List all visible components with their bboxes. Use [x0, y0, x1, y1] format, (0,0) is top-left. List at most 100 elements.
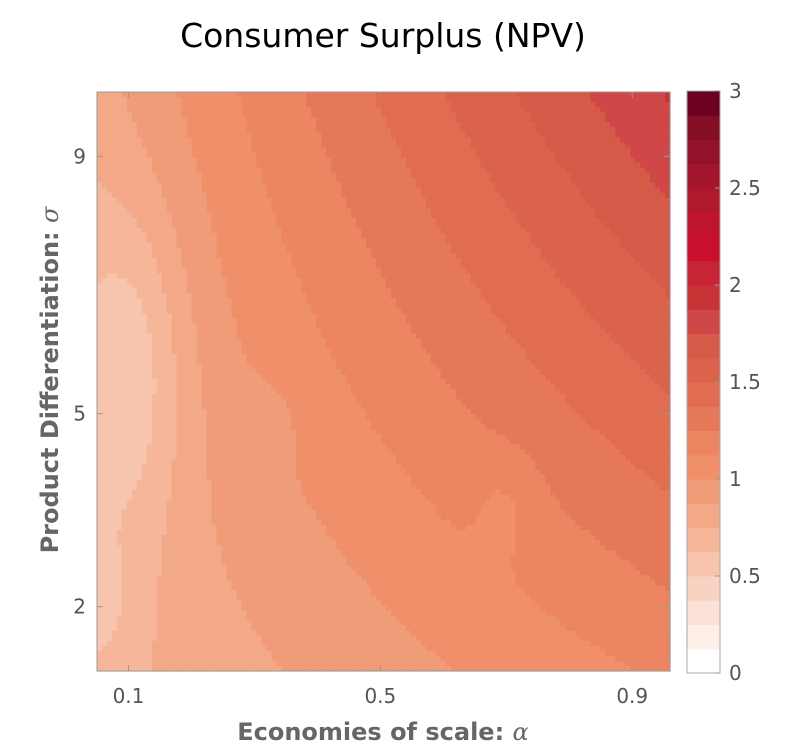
contour-cell: [266, 484, 272, 491]
contour-cell: [216, 494, 223, 501]
contour-cell: [211, 585, 218, 592]
contour-cell: [166, 565, 173, 571]
contour-cell: [161, 373, 168, 380]
contour-cell: [241, 484, 248, 491]
contour-cell: [271, 238, 277, 244]
contour-cell: [97, 378, 103, 385]
contour-cell: [211, 645, 218, 652]
contour-cell: [101, 600, 108, 607]
contour-cell: [236, 504, 243, 511]
contour-cell: [246, 167, 253, 174]
contour-cell: [246, 519, 253, 526]
contour-cell: [121, 112, 128, 118]
contour-cell: [211, 464, 218, 471]
contour-cell: [281, 358, 287, 365]
contour-cell: [97, 560, 103, 566]
contour-cell: [201, 278, 208, 284]
contour-cell: [231, 550, 238, 556]
contour-cell: [216, 524, 223, 531]
contour-cell: [261, 494, 268, 501]
contour-cell: [256, 212, 263, 219]
contour-cell: [266, 232, 272, 239]
contour-cell: [181, 177, 188, 184]
contour-cell: [246, 112, 253, 118]
contour-cell: [141, 177, 148, 184]
contour-cell: [136, 162, 143, 169]
contour-cell: [126, 504, 133, 511]
contour-cell: [301, 404, 307, 410]
contour-cell: [226, 630, 233, 637]
contour-cell: [306, 660, 312, 667]
contour-cell: [171, 414, 178, 420]
contour-cell: [236, 479, 243, 486]
contour-cell: [291, 248, 297, 254]
contour-cell: [206, 122, 213, 128]
contour-cell: [201, 343, 208, 350]
contour-cell: [191, 232, 198, 239]
contour-cell: [176, 293, 183, 300]
contour-cell: [226, 570, 233, 576]
contour-cell: [286, 127, 292, 133]
contour-cell: [161, 132, 168, 138]
contour-cell: [251, 419, 258, 425]
contour-cell: [166, 167, 173, 174]
contour-cell: [106, 509, 113, 516]
contour-cell: [251, 227, 258, 234]
contour-cell: [226, 404, 233, 410]
contour-cell: [206, 429, 213, 435]
contour-cell: [116, 429, 123, 435]
contour-cell: [136, 227, 143, 234]
contour-cell: [141, 207, 148, 214]
contour-cell: [236, 217, 243, 224]
contour-cell: [126, 555, 133, 561]
contour-cell: [271, 273, 277, 279]
contour-cell: [141, 283, 148, 289]
contour-cell: [231, 217, 238, 224]
contour-cell: [201, 404, 208, 410]
contour-cell: [146, 343, 153, 350]
contour-cell: [191, 394, 198, 400]
contour-cell: [256, 499, 263, 506]
contour-cell: [256, 192, 263, 199]
contour-cell: [226, 358, 233, 365]
contour-cell: [106, 363, 113, 370]
contour-cell: [166, 343, 173, 350]
contour-cell: [151, 328, 158, 335]
contour-cell: [181, 464, 188, 471]
contour-cell: [251, 469, 258, 476]
contour-cell: [161, 409, 168, 415]
contour-cell: [241, 137, 248, 143]
contour-cell: [236, 555, 243, 561]
contour-cell: [201, 122, 208, 128]
contour-cell: [181, 570, 188, 576]
contour-cell: [141, 494, 148, 501]
contour-cell: [141, 655, 148, 662]
contour-cell: [156, 197, 163, 204]
contour-cell: [106, 222, 113, 229]
contour-cell: [266, 444, 272, 451]
contour-cell: [226, 303, 233, 310]
contour-cell: [156, 600, 163, 607]
contour-cell: [116, 545, 123, 551]
contour-cell: [286, 635, 292, 642]
contour-cell: [261, 227, 268, 234]
contour-cell: [156, 273, 163, 279]
contour-cell: [291, 132, 297, 138]
contour-cell: [206, 368, 213, 375]
contour-cell: [191, 313, 198, 320]
contour-cell: [271, 595, 277, 602]
contour-cell: [171, 127, 178, 133]
contour-cell: [296, 469, 302, 476]
contour-cell: [271, 494, 277, 501]
contour-cell: [151, 394, 158, 400]
contour-cell: [281, 630, 287, 637]
contour-cell: [261, 122, 268, 128]
contour-cell: [201, 97, 208, 103]
contour-cell: [186, 590, 193, 597]
contour-cell: [291, 112, 297, 118]
contour-cell: [151, 615, 158, 622]
contour-cell: [251, 92, 258, 98]
contour-cell: [231, 399, 238, 405]
contour-cell: [111, 197, 118, 204]
contour-cell: [131, 122, 138, 128]
